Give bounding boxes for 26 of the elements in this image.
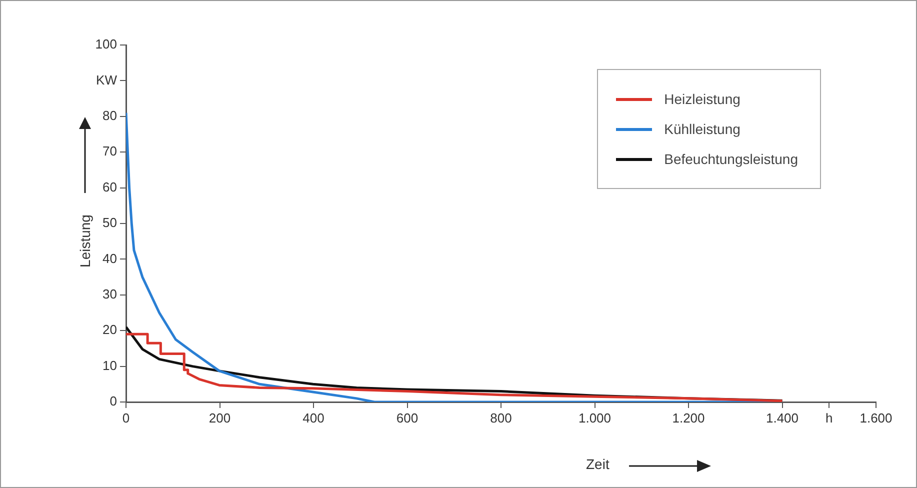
legend-label: Befeuchtungsleistung (664, 151, 798, 167)
x-tick-label: 0 (122, 410, 130, 426)
x-tick-label: 400 (302, 410, 324, 426)
x-tick-label: 1.600 (860, 410, 892, 426)
y-tick-label: 70 (102, 144, 117, 159)
y-tick-label: 80 (102, 108, 117, 123)
x-tick-label: h (826, 410, 833, 426)
legend-label: Heizleistung (664, 91, 740, 107)
y-tick-label: 30 (102, 286, 117, 302)
x-tick-label: 800 (490, 410, 512, 426)
y-tick-label: 60 (102, 179, 117, 194)
y-tick-label: 50 (102, 215, 117, 230)
y-tick-label: 10 (102, 358, 117, 373)
y-tick-label: 100 (95, 36, 117, 52)
y-tick-label: 40 (102, 250, 117, 266)
y-axis-title: Leistung (77, 214, 93, 270)
x-tick-label: 1.200 (672, 410, 705, 426)
x-tick-label: 600 (396, 410, 418, 426)
y-tick-label: 0 (110, 394, 117, 409)
y-tick-label: 20 (102, 322, 117, 338)
x-tick-label: 1.400 (766, 410, 799, 426)
legend-label: Kühlleistung (664, 121, 740, 137)
x-tick-label: 200 (208, 410, 231, 426)
y-tick-label: KW (96, 72, 118, 88)
x-tick-label: 1.000 (578, 410, 612, 426)
x-axis-title: Zeit (586, 456, 610, 472)
